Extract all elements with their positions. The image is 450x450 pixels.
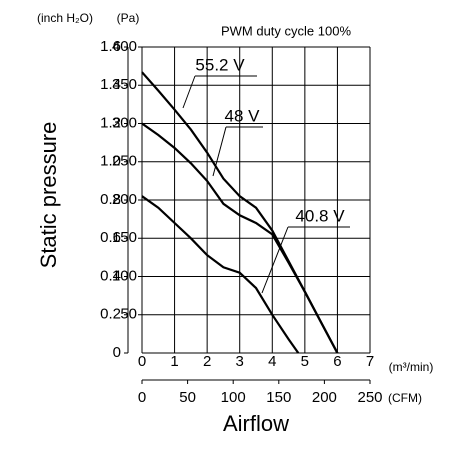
label-leader [261, 226, 289, 294]
x-tick-label: 5 [301, 353, 309, 370]
y2-tick-label: 1.2 [100, 114, 121, 131]
x2-tick-label: 100 [221, 389, 246, 406]
x-tick-label: 6 [333, 353, 341, 370]
x-tick-label: 7 [366, 353, 374, 370]
y-tick-label: 50 [120, 306, 137, 323]
label-leader [212, 126, 227, 177]
y-tick-label: 150 [112, 229, 137, 246]
x2-tick-label: 200 [312, 389, 337, 406]
y2-tick-label: 0.8 [100, 191, 121, 208]
y2-tick-label: 0.4 [100, 267, 121, 284]
y-tick-label: 200 [112, 191, 137, 208]
x-tick-label: 2 [203, 353, 211, 370]
x-tick-label: 1 [170, 353, 178, 370]
x2-tick-label: 250 [357, 389, 382, 406]
y2-unit: (inch H₂O) [37, 11, 93, 25]
x-unit: (m³/min) [389, 360, 434, 374]
curve [141, 195, 300, 354]
curve [141, 122, 339, 354]
series-label: 48 V [225, 106, 261, 125]
y-tick-label: 350 [112, 76, 137, 93]
y2-tick-label: 0 [113, 344, 121, 361]
x-tick-label: 0 [138, 353, 146, 370]
label-leader [182, 75, 196, 109]
y-unit: (Pa) [117, 11, 140, 25]
y-tick-label: 300 [112, 114, 137, 131]
y2-tick-label: 1.6 [100, 38, 121, 55]
x-axis-title: Airflow [223, 411, 289, 436]
x2-tick-label: 150 [266, 389, 291, 406]
series-label: 40.8 V [295, 206, 345, 225]
y2-tick-label: 1.4 [100, 76, 121, 93]
y2-tick-label: 0.2 [100, 306, 121, 323]
y-tick-label: 400 [112, 38, 137, 55]
x2-tick-label: 0 [138, 389, 146, 406]
x2-unit: (CFM) [388, 391, 422, 405]
chart-title: PWM duty cycle 100% [221, 23, 351, 38]
x2-tick-label: 50 [179, 389, 196, 406]
y-axis-title: Static pressure [36, 122, 61, 269]
x-tick-label: 4 [268, 353, 276, 370]
y-tick-label: 100 [112, 267, 137, 284]
x-tick-label: 3 [236, 353, 244, 370]
y-tick-label: 250 [112, 153, 137, 170]
series-label: 55.2 V [195, 55, 245, 74]
y2-tick-label: 1.0 [100, 153, 121, 170]
y2-tick-label: 0.6 [100, 229, 121, 246]
